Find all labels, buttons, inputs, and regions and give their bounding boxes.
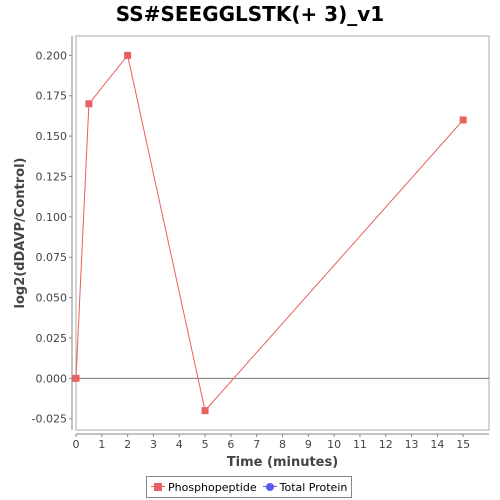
y-tick-label: 0.050: [36, 292, 68, 305]
x-tick-label: 9: [305, 438, 312, 451]
x-tick-label: 8: [279, 438, 286, 451]
legend-label: Total Protein: [279, 480, 348, 494]
x-tick-label: 0: [73, 438, 80, 451]
y-tick-label: 0.100: [36, 211, 68, 224]
plot-area: [75, 35, 490, 431]
x-tick-label: 5: [202, 438, 209, 451]
x-tick-label: 12: [379, 438, 393, 451]
x-tick-label: 7: [253, 438, 260, 451]
x-tick-label: 3: [150, 438, 157, 451]
legend-item-phosphopeptide: Phosphopeptide: [151, 481, 257, 494]
data-point: [85, 100, 93, 108]
x-tick-label: 13: [405, 438, 419, 451]
legend-swatch-square-icon: [151, 482, 165, 492]
y-axis-title: log2(dDAVP/Control): [13, 158, 28, 309]
x-tick-label: 14: [430, 438, 444, 451]
x-tick-label: 10: [327, 438, 341, 451]
x-tick-label: 2: [124, 438, 131, 451]
legend: Phosphopeptide Total Protein: [146, 476, 353, 498]
y-tick-label: 0.000: [36, 372, 68, 385]
legend-label: Phosphopeptide: [168, 480, 257, 494]
x-tick-label: 1: [98, 438, 105, 451]
data-point: [459, 116, 467, 124]
y-tick-label: 0.075: [36, 251, 68, 264]
legend-item-total-protein: Total Protein: [262, 480, 348, 494]
x-axis-title: Time (minutes): [227, 455, 338, 470]
y-tick-label: 0.175: [36, 90, 68, 103]
x-tick-label: 6: [227, 438, 234, 451]
x-tick-label: 11: [353, 438, 367, 451]
y-tick-label: 0.150: [36, 130, 68, 143]
x-tick-label: 15: [456, 438, 470, 451]
data-point: [124, 51, 132, 59]
data-point: [201, 407, 209, 415]
y-tick-label: 0.025: [36, 332, 68, 345]
legend-swatch-circle-icon: [262, 482, 277, 492]
y-tick-label: 0.125: [36, 170, 68, 183]
x-tick-label: 4: [176, 438, 183, 451]
chart-title: SS#SEEGGLSTK(+ 3)_v1: [115, 2, 385, 26]
y-tick-label: 0.200: [36, 49, 68, 62]
data-point: [72, 374, 80, 382]
y-tick-label: -0.025: [32, 413, 67, 426]
